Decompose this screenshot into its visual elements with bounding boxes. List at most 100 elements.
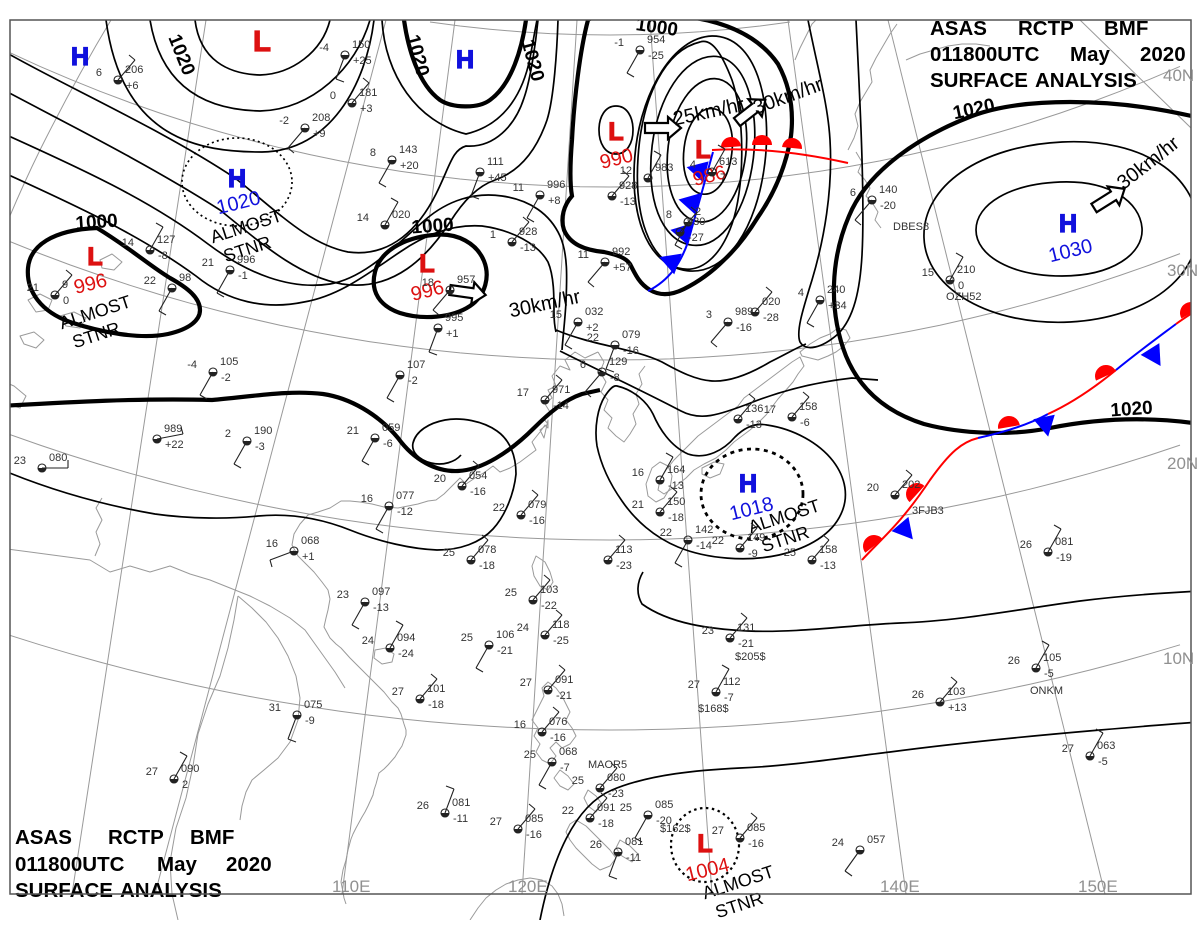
svg-text:957: 957: [457, 274, 475, 286]
svg-text:140E: 140E: [880, 877, 920, 896]
svg-text:-20: -20: [880, 200, 896, 212]
svg-text:May: May: [157, 853, 197, 876]
svg-text:011800UTC: 011800UTC: [15, 853, 125, 876]
svg-text:23: 23: [337, 589, 349, 601]
svg-text:-16: -16: [550, 732, 566, 744]
svg-text:081: 081: [1055, 536, 1073, 548]
svg-text:989: 989: [735, 306, 753, 318]
svg-text:SURFACE: SURFACE: [930, 69, 1028, 92]
svg-text:-20: -20: [656, 815, 672, 827]
svg-text:L: L: [87, 243, 102, 271]
svg-text:-7: -7: [560, 762, 570, 774]
svg-text:210: 210: [957, 264, 975, 276]
svg-text:H: H: [1059, 210, 1077, 238]
svg-text:22: 22: [562, 805, 574, 817]
svg-text:020: 020: [392, 209, 410, 221]
svg-text:057: 057: [867, 834, 885, 846]
svg-text:063: 063: [1097, 740, 1115, 752]
svg-text:136: 136: [745, 403, 763, 415]
svg-text:ANALYSIS: ANALYSIS: [120, 879, 222, 902]
svg-text:27: 27: [712, 825, 724, 837]
svg-text:RCTP: RCTP: [108, 826, 164, 849]
svg-text:-13: -13: [520, 242, 536, 254]
svg-text:-1: -1: [614, 37, 624, 49]
svg-text:-1: -1: [238, 270, 248, 282]
svg-text:20N: 20N: [1167, 454, 1198, 473]
svg-text:22: 22: [587, 332, 599, 344]
svg-text:18: 18: [422, 277, 434, 289]
svg-text:+1: +1: [446, 328, 459, 340]
svg-text:111: 111: [487, 156, 504, 168]
svg-text:-28: -28: [763, 312, 779, 324]
svg-text:928: 928: [519, 226, 537, 238]
svg-text:27: 27: [490, 816, 502, 828]
svg-text:ASAS: ASAS: [930, 17, 987, 40]
svg-text:6: 6: [580, 359, 586, 371]
svg-text:110E: 110E: [332, 877, 370, 896]
svg-text:090: 090: [181, 763, 199, 775]
svg-text:23: 23: [14, 455, 26, 467]
svg-text:ONKM: ONKM: [1030, 685, 1063, 697]
svg-text:080: 080: [49, 452, 67, 464]
svg-text:059: 059: [382, 422, 400, 434]
svg-text:011800UTC: 011800UTC: [930, 43, 1040, 66]
svg-text:24: 24: [362, 635, 374, 647]
svg-text:971: 971: [552, 384, 570, 396]
svg-text:-21: -21: [497, 645, 513, 657]
svg-text:202: 202: [902, 479, 920, 491]
svg-text:22: 22: [493, 502, 505, 514]
svg-text:158: 158: [819, 544, 837, 556]
svg-text:983: 983: [655, 162, 673, 174]
svg-text:-25: -25: [553, 635, 569, 647]
svg-text:21: 21: [632, 499, 644, 511]
svg-text:150E: 150E: [1078, 877, 1118, 896]
svg-text:16: 16: [266, 538, 278, 550]
svg-text:6: 6: [96, 67, 102, 79]
svg-text:127: 127: [157, 234, 175, 246]
svg-text:054: 054: [469, 470, 487, 482]
svg-text:-16: -16: [529, 515, 545, 527]
svg-text:150: 150: [352, 39, 370, 51]
svg-text:26: 26: [1020, 539, 1032, 551]
svg-text:-13: -13: [668, 480, 684, 492]
svg-text:142: 142: [695, 524, 713, 536]
svg-text:0: 0: [63, 295, 69, 307]
svg-text:-2: -2: [221, 372, 231, 384]
svg-text:190: 190: [254, 425, 272, 437]
svg-text:31: 31: [269, 702, 281, 714]
svg-text:L: L: [253, 26, 271, 58]
svg-text:RCTP: RCTP: [1018, 17, 1074, 40]
svg-text:105: 105: [1043, 652, 1061, 664]
svg-text:26: 26: [912, 689, 924, 701]
svg-text:0: 0: [330, 90, 336, 102]
svg-text:L: L: [419, 250, 434, 278]
svg-text:954: 954: [647, 34, 665, 46]
svg-text:-12: -12: [397, 506, 413, 518]
svg-text:-11: -11: [626, 852, 641, 864]
svg-text:23: 23: [702, 625, 714, 637]
svg-text:25: 25: [505, 587, 517, 599]
svg-text:068: 068: [559, 746, 577, 758]
svg-text:-25: -25: [648, 50, 664, 62]
svg-text:25: 25: [620, 802, 632, 814]
svg-text:107: 107: [407, 359, 425, 371]
svg-text:-8: -8: [158, 250, 168, 262]
svg-text:131: 131: [737, 622, 755, 634]
svg-text:21: 21: [27, 282, 39, 294]
svg-text:16: 16: [632, 467, 644, 479]
svg-text:SURFACE: SURFACE: [15, 879, 113, 902]
svg-text:25: 25: [524, 749, 536, 761]
svg-text:$168$: $168$: [698, 703, 729, 715]
svg-text:-13: -13: [620, 196, 636, 208]
svg-text:143: 143: [399, 144, 417, 156]
svg-text:-22: -22: [541, 600, 557, 612]
svg-text:-14: -14: [553, 400, 569, 412]
svg-text:-9: -9: [748, 548, 758, 560]
svg-text:106: 106: [496, 629, 514, 641]
svg-text:L: L: [695, 136, 710, 164]
svg-text:077: 077: [396, 490, 414, 502]
svg-text:-5: -5: [1044, 668, 1054, 680]
svg-text:15: 15: [550, 309, 562, 321]
svg-text:1000: 1000: [634, 14, 679, 41]
svg-text:-23: -23: [616, 560, 632, 572]
